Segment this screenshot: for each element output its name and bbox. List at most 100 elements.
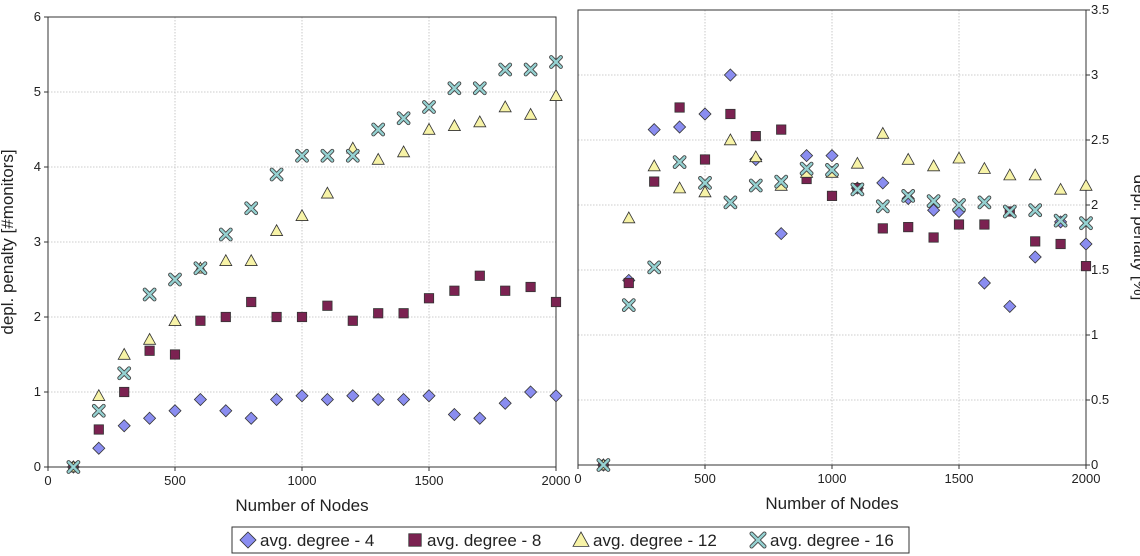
data-point xyxy=(723,133,738,146)
data-point xyxy=(674,102,685,113)
data-point xyxy=(371,152,385,165)
data-point xyxy=(168,313,182,326)
x-tick-label: 1000 xyxy=(818,471,847,486)
data-point xyxy=(422,122,436,135)
y-tick-label: 3 xyxy=(34,234,41,249)
data-point xyxy=(876,126,890,139)
data-point xyxy=(596,458,611,472)
plot-area xyxy=(578,10,1086,465)
data-point xyxy=(1028,168,1042,181)
x-axis-title: Number of Nodes xyxy=(765,494,898,513)
y-tick-label: 1 xyxy=(34,384,41,399)
data-point xyxy=(271,311,282,323)
data-point xyxy=(246,296,257,308)
x-tick-label: 500 xyxy=(164,473,186,488)
data-point xyxy=(1003,299,1017,313)
data-point xyxy=(295,148,309,163)
data-point xyxy=(525,281,536,293)
data-point xyxy=(550,296,562,308)
data-point xyxy=(396,111,411,126)
data-point xyxy=(1079,237,1093,251)
data-point xyxy=(347,315,358,326)
data-point xyxy=(647,159,661,172)
y-tick-label: 1 xyxy=(1091,327,1098,342)
data-point xyxy=(119,386,130,398)
x-tick-label: 2000 xyxy=(542,473,571,488)
data-point xyxy=(219,253,233,266)
data-point xyxy=(977,161,992,174)
data-point xyxy=(1080,261,1092,272)
data-point xyxy=(296,311,308,323)
y-tick-label: 3.5 xyxy=(1091,2,1109,17)
data-point xyxy=(1028,203,1043,218)
data-point xyxy=(320,392,334,407)
data-point xyxy=(1030,236,1041,247)
legend-label: avg. degree - 16 xyxy=(770,531,894,550)
data-point xyxy=(498,62,513,77)
legend-label: avg. degree - 4 xyxy=(260,531,374,550)
x-tick-label: 0 xyxy=(44,473,51,488)
data-point xyxy=(850,182,865,197)
x-tick-label: 1500 xyxy=(945,471,974,486)
data-point xyxy=(169,349,181,360)
y-axis-title: depl. penalty [%] xyxy=(1130,175,1140,301)
legend-item-avg-degree-4: avg. degree - 4 xyxy=(239,531,374,550)
data-point xyxy=(549,389,563,403)
data-point xyxy=(93,424,104,435)
legend-item-avg-degree-8: avg. degree - 8 xyxy=(408,531,541,550)
data-point xyxy=(649,176,660,187)
data-point xyxy=(244,411,258,425)
data-point xyxy=(725,108,736,120)
data-point xyxy=(549,55,563,69)
data-point xyxy=(320,186,335,199)
legend-item-avg-degree-12: avg. degree - 12 xyxy=(572,531,717,550)
data-point xyxy=(91,403,106,418)
data-point xyxy=(66,460,81,474)
legend-marker-square xyxy=(408,533,422,547)
y-tick-label: 6 xyxy=(34,9,41,24)
data-point xyxy=(447,81,462,96)
x-tick-label: 500 xyxy=(694,471,716,486)
x-tick-label: 1500 xyxy=(415,473,444,488)
data-point xyxy=(218,227,233,242)
data-point xyxy=(244,253,258,266)
y-tick-label: 3 xyxy=(1091,67,1098,82)
data-point xyxy=(774,227,788,241)
series-avg-degree-16 xyxy=(66,55,563,474)
legend-box xyxy=(231,526,910,554)
data-point xyxy=(800,149,814,163)
y-tick-label: 0 xyxy=(34,459,41,474)
y-tick-label: 0.5 xyxy=(1091,392,1109,407)
chart-left-monitors: 0 500 1000 1500 2000 0 1 2 3 4 5 6 Number of Nodes de… xyxy=(0,9,570,515)
data-point xyxy=(623,277,634,289)
data-point xyxy=(295,389,309,403)
data-point xyxy=(498,396,512,410)
data-point xyxy=(850,156,865,169)
data-point xyxy=(699,154,711,165)
data-point xyxy=(1079,178,1093,191)
data-point xyxy=(875,199,890,214)
data-point xyxy=(622,211,636,224)
data-point xyxy=(901,152,915,165)
data-point xyxy=(1002,204,1017,219)
x-tick-label: 0 xyxy=(574,471,581,486)
data-point xyxy=(647,123,661,137)
data-point xyxy=(901,189,916,203)
data-point xyxy=(92,441,106,455)
data-point xyxy=(498,100,512,113)
data-point xyxy=(193,261,208,276)
data-point xyxy=(549,88,563,101)
data-point xyxy=(320,148,335,163)
data-point xyxy=(423,293,435,304)
data-point xyxy=(422,389,436,403)
data-point xyxy=(776,124,787,135)
data-point xyxy=(523,107,538,120)
data-point xyxy=(799,161,814,176)
data-point xyxy=(877,223,888,234)
series-avg-degree-16 xyxy=(596,155,1093,472)
y-axis-title: depl. penalty [#monitors] xyxy=(0,149,17,334)
data-point xyxy=(168,404,182,418)
data-point xyxy=(143,411,157,425)
data-point xyxy=(876,176,890,190)
